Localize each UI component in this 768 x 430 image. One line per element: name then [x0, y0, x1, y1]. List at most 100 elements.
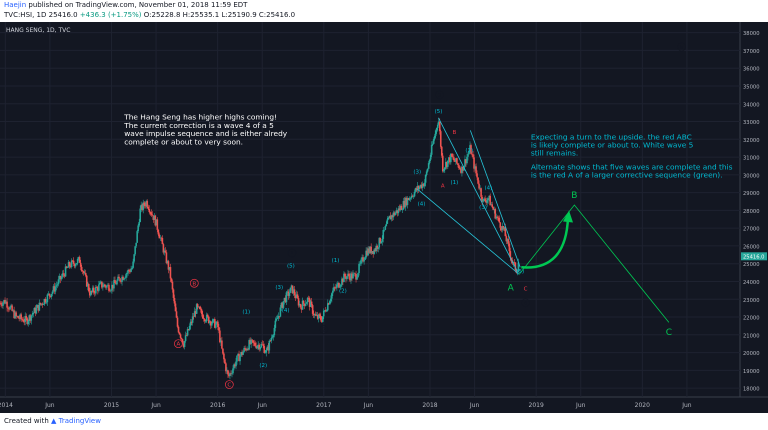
candle-body — [423, 182, 426, 187]
candle-body — [302, 300, 305, 304]
symbol-text: TVC:HSI, 1D — [4, 11, 47, 19]
candle-body — [70, 260, 73, 268]
time-tick-label: Jun — [150, 402, 161, 409]
candle-body — [330, 298, 332, 302]
candle-body — [438, 121, 441, 132]
candle-body — [212, 319, 214, 324]
candle-body — [487, 198, 489, 201]
candle-body — [502, 225, 505, 230]
candle-body — [177, 326, 180, 333]
candle-body — [301, 300, 304, 310]
candle-body — [169, 267, 172, 279]
candle-body — [443, 167, 446, 170]
candle-body — [40, 303, 43, 305]
candle-body — [12, 310, 14, 311]
candle-body — [20, 314, 22, 319]
candle-body — [477, 177, 479, 184]
candle-body — [242, 351, 244, 355]
projection-label: B — [571, 191, 577, 201]
price-tick-label: 30000 — [743, 173, 760, 179]
candle-body — [125, 274, 127, 278]
candle-body — [351, 273, 353, 279]
candle-body — [153, 215, 156, 220]
candle-body — [257, 344, 260, 347]
candle-body — [69, 266, 72, 268]
candle-body — [95, 287, 97, 294]
candle-body — [308, 298, 311, 307]
candle-body — [392, 212, 395, 218]
author-link[interactable]: Haejin — [4, 1, 27, 9]
candle-body — [25, 315, 28, 319]
candle-body — [364, 257, 366, 260]
candle-body — [31, 314, 34, 316]
candle-body — [167, 261, 170, 270]
candle-body — [154, 215, 157, 226]
annotation-text: Expecting a turn to the upside. the red … — [531, 132, 694, 157]
price-chart[interactable]: 18000 19000 20000 21000 22000 23000 24000 25000… — [0, 22, 768, 413]
candle-body — [101, 281, 103, 288]
candle-body — [23, 321, 26, 323]
candle-body — [240, 352, 242, 356]
candle-body — [286, 291, 289, 293]
candle-body — [38, 302, 41, 311]
candle-body — [132, 261, 134, 268]
candle-body — [276, 318, 279, 320]
candle-body — [268, 340, 271, 351]
candle-body — [220, 340, 222, 343]
candle-body — [311, 305, 314, 314]
candle-body — [205, 314, 208, 321]
candle-body — [214, 319, 216, 328]
candle-body — [260, 343, 263, 348]
candle-body — [250, 339, 252, 344]
candle-body — [418, 186, 421, 189]
candle-body — [189, 321, 192, 326]
candle-body — [35, 307, 38, 314]
candle-body — [136, 231, 138, 243]
wave-label: (5) — [516, 269, 524, 275]
candle-body — [370, 246, 372, 254]
candle-body — [386, 219, 389, 224]
candle-body — [290, 285, 293, 288]
candle-body — [1, 304, 3, 306]
time-tick-label: Jun — [469, 402, 480, 409]
candle-body — [515, 270, 518, 273]
candle-body — [305, 302, 308, 304]
wave-label: (1) — [332, 258, 340, 264]
candle-body — [79, 262, 82, 267]
candle-body — [513, 262, 516, 263]
candle-body — [207, 316, 210, 324]
candle-body — [312, 313, 315, 316]
candle-body — [506, 239, 509, 242]
candle-body — [315, 314, 318, 316]
wave-label: (2) — [465, 148, 473, 154]
candle-body — [451, 153, 453, 157]
price-tick-label: 24000 — [743, 280, 760, 286]
candle-body — [475, 166, 477, 174]
candle-body — [150, 212, 153, 215]
candle-body — [426, 168, 429, 172]
candle-body — [83, 272, 86, 274]
candle-body — [469, 145, 471, 152]
candle-body — [180, 337, 183, 340]
candle-body — [199, 308, 202, 310]
candle-body — [34, 307, 37, 314]
candle-body — [213, 319, 215, 320]
candle-body — [115, 282, 117, 285]
candle-body — [108, 284, 110, 291]
candle-body — [143, 202, 146, 206]
wave-label: (3) — [413, 169, 421, 175]
candle-body — [99, 282, 101, 285]
candle-body — [307, 297, 310, 299]
candle-body — [407, 198, 410, 200]
tradingview-brand[interactable]: TradingView — [58, 417, 101, 425]
candle-body — [481, 196, 483, 202]
publish-line: Haejin published on TradingView.com, Nov… — [4, 1, 247, 9]
candle-body — [492, 207, 495, 210]
candle-body — [267, 346, 270, 351]
wave-label: (4) — [282, 308, 290, 314]
candle-body — [208, 321, 211, 324]
candle-body — [373, 249, 375, 254]
wave-label: A — [176, 342, 180, 348]
candle-body — [209, 321, 212, 326]
candle-body — [4, 300, 6, 304]
